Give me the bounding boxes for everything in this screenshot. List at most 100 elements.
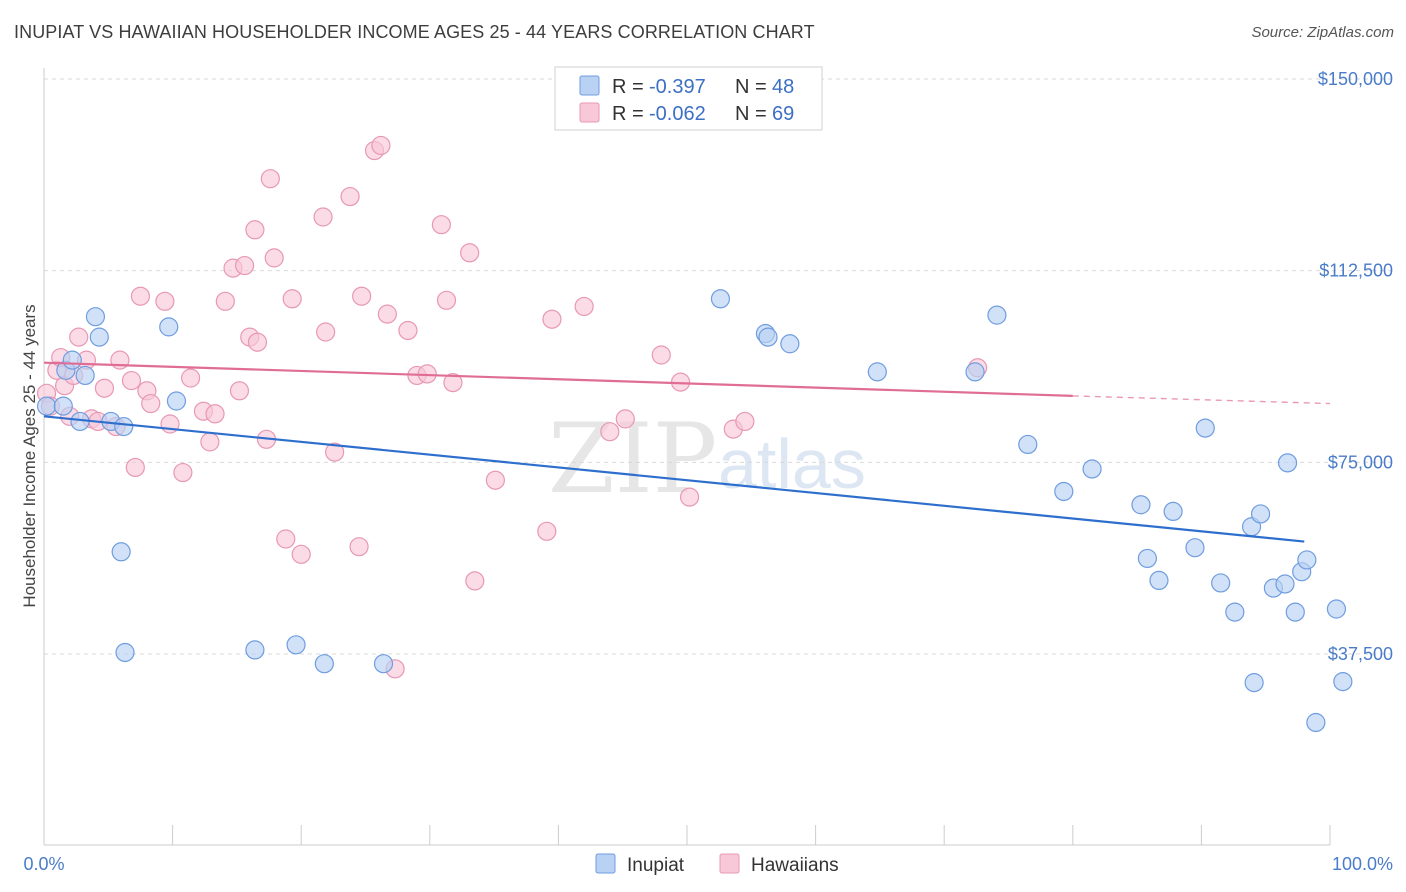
watermark: ZIP atlas [548,403,866,515]
hawaiians-point-61 [600,422,620,442]
inupiat-point-17 [373,654,394,674]
hawaiians-point-56 [465,571,485,591]
hawaiians-point-42 [340,186,360,207]
y-tick-labels: $37,500 $75,000 $112,500 $150,000 [1318,69,1393,664]
hawaiians-point-19 [155,291,175,311]
inupiat-point-33 [1195,418,1215,438]
hawaiians-point-54 [443,373,463,393]
hawaiians-trend-line [43,361,1073,397]
hawaiians-point-49 [398,320,418,341]
hawaiians-point-53 [436,290,457,310]
inupiat-point-9 [111,542,131,562]
legend-n-value-inupiat: 48 [772,76,794,98]
hawaiians-point-59 [542,309,562,329]
x-tick-label-0: 0.0% [23,854,64,874]
hawaiians-point-37 [282,289,302,309]
inupiat-series [36,289,1353,733]
y-tick-label-0: $37,500 [1328,644,1393,664]
hawaiians-point-62 [615,409,635,429]
bottom-legend-swatch-hawaiians [719,853,740,874]
hawaiians-point-47 [377,304,397,324]
source-label: Source: ZipAtlas.com [1251,24,1394,41]
y-tick-label-1: $75,000 [1328,452,1393,472]
legend-n-value-hawaiians: 69 [772,103,794,125]
inupiat-point-35 [1225,602,1245,622]
inupiat-point-6 [85,307,106,327]
hawaiians-point-14 [121,370,142,391]
hawaiians-point-43 [349,537,369,557]
inupiat-point-28 [1131,495,1151,515]
hawaiians-point-36 [276,529,296,549]
legend-r-value-inupiat: -0.397 [649,76,706,98]
hawaiians-point-22 [181,368,201,388]
hawaiians-point-28 [229,381,250,401]
chart-title: INUPIAT VS HAWAIIAN HOUSEHOLDER INCOME A… [14,22,815,42]
inupiat-point-26 [1054,481,1074,502]
inupiat-point-16 [314,654,334,674]
hawaiians-point-15 [125,457,145,478]
inupiat-point-25 [1018,434,1038,455]
inupiat-point-32 [1185,538,1205,558]
inupiat-point-18 [710,289,731,309]
hawaiians-point-40 [316,322,336,342]
inupiat-point-45 [1306,712,1326,733]
inupiat-point-10 [114,416,134,437]
hawaiians-point-55 [460,243,480,263]
inupiat-point-14 [245,640,265,660]
inupiat-point-42 [1285,602,1305,622]
hawaiians-point-58 [537,521,557,541]
inupiat-point-15 [286,635,306,655]
hawaiians-point-31 [245,220,265,240]
inupiat-point-24 [987,305,1007,325]
inupiat-point-30 [1149,570,1169,591]
hawaiians-point-39 [313,207,333,227]
hawaiians-point-52 [431,215,451,235]
inupiat-point-21 [780,334,800,354]
inupiat-point-41 [1277,453,1298,473]
inupiat-point-47 [1326,599,1347,619]
inupiat-point-0 [36,396,57,416]
y-tick-label-3: $150,000 [1318,69,1393,89]
hawaiians-point-57 [485,470,505,490]
hawaiians-point-35 [264,248,284,268]
inupiat-point-13 [166,391,187,411]
inupiat-point-27 [1082,459,1102,479]
legend-r-label-hawaiians: R = [612,103,644,125]
inupiat-point-1 [53,396,73,416]
inupiat-point-44 [1297,550,1317,570]
hawaiians-point-60 [574,296,594,317]
grid-lines [44,78,1395,655]
hawaiians-point-11 [94,378,115,398]
inupiat-point-20 [758,327,778,347]
series-legend: Inupiat Hawaiians [595,853,839,876]
bottom-legend-swatch-inupiat [595,853,616,874]
inupiat-point-29 [1137,548,1157,569]
hawaiians-point-65 [679,487,700,507]
trend-lines [43,361,1331,543]
x-tick-labels: 0.0% 100.0% [23,854,1393,874]
inupiat-point-22 [867,362,887,382]
hawaiians-point-7 [69,327,89,347]
inupiat-trend-line [43,415,1305,543]
legend-swatch-hawaiians [579,102,600,123]
hawaiians-point-41 [325,442,345,462]
inupiat-point-40 [1275,574,1295,594]
hawaiians-point-25 [205,404,225,424]
hawaiians-point-29 [235,255,255,276]
y-tick-label-2: $112,500 [1319,261,1393,281]
inupiat-point-7 [89,327,109,347]
x-tick-label-1: 100.0% [1332,854,1393,874]
hawaiians-point-38 [291,544,311,564]
correlation-legend: R = -0.397 N = 48 R = -0.062 N = 69 [554,66,823,131]
hawaiians-point-63 [651,345,671,365]
inupiat-point-4 [75,365,95,386]
hawaiians-point-18 [141,393,161,414]
legend-swatch-inupiat [579,75,600,96]
hawaiians-point-26 [215,291,235,311]
inupiat-point-31 [1163,501,1183,521]
legend-n-label-hawaiians: N = [735,103,767,125]
hawaiians-point-34 [260,169,280,189]
bottom-legend-label-inupiat: Inupiat [627,855,685,876]
y-axis-label: Householder Income Ages 25 - 44 years [20,304,39,607]
